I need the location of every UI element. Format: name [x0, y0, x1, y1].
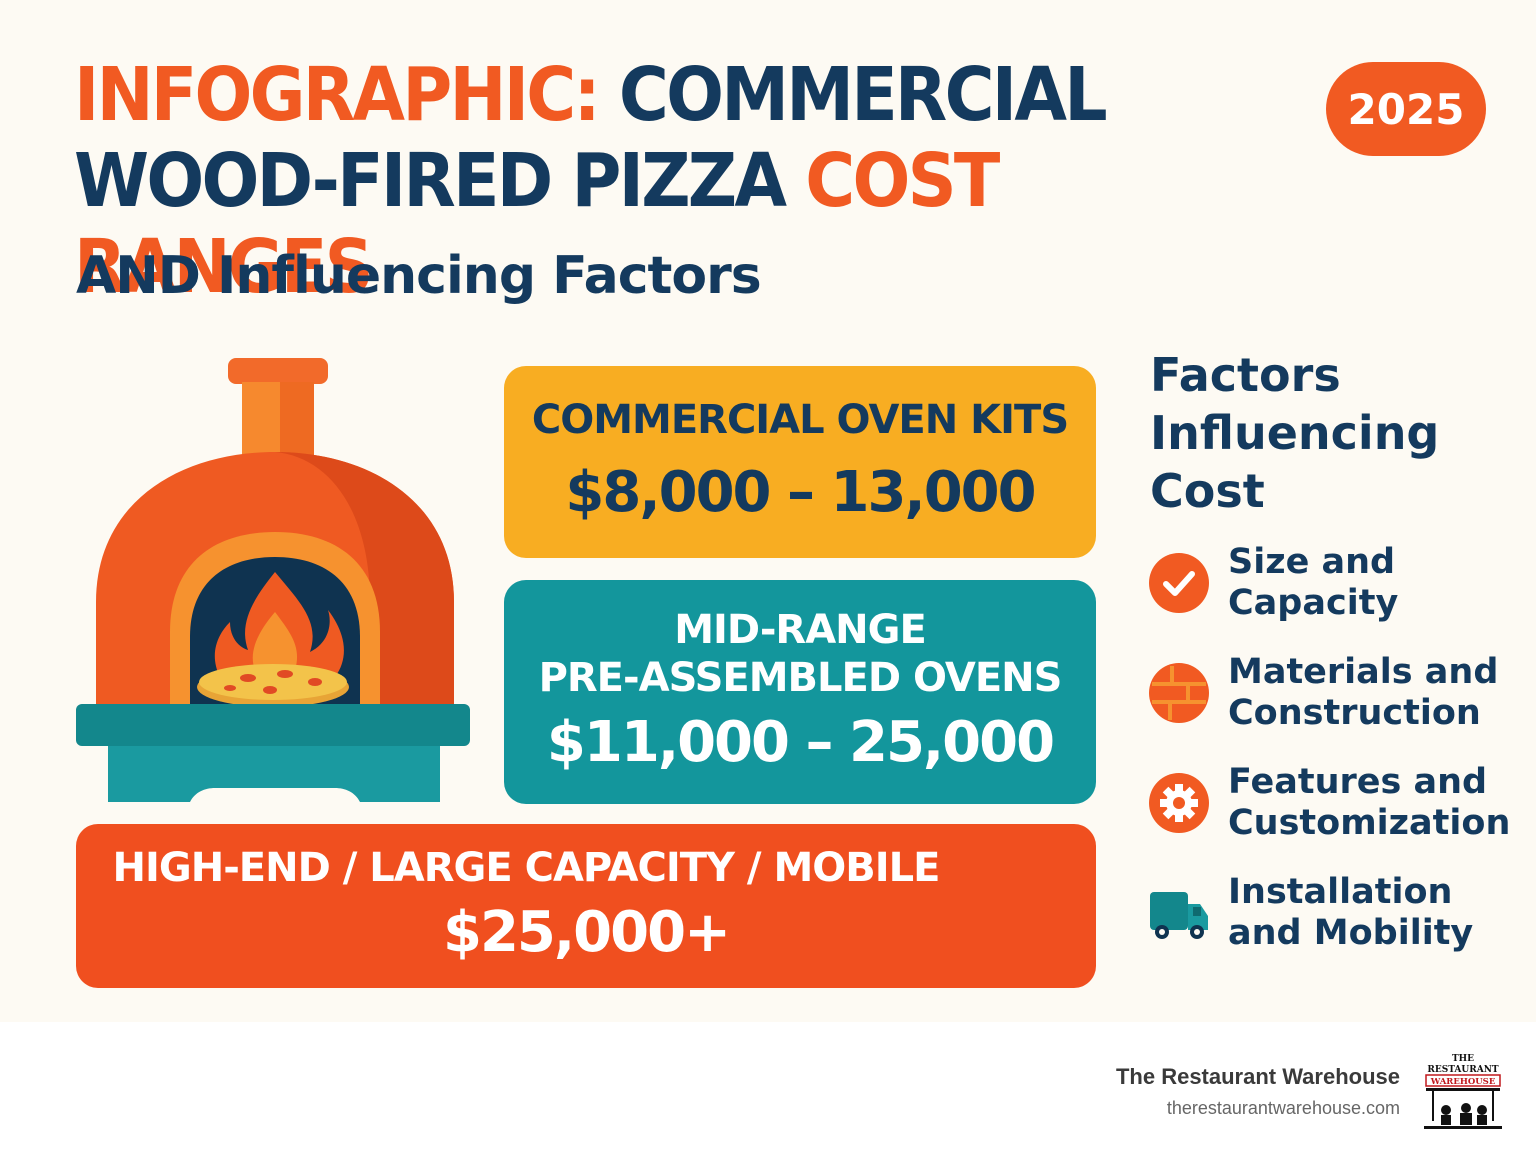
factor-item-materials: Materials and Construction: [1148, 652, 1508, 734]
brand-name: The Restaurant Warehouse: [1115, 1064, 1400, 1089]
page-title: INFOGRAPHIC: COMMERCIAL WOOD-FIRED PIZZA…: [74, 52, 1261, 310]
tier-label: COMMERCIAL OVEN KITS: [531, 397, 1069, 443]
brick-icon: [1149, 663, 1209, 723]
factor-label: Features and Customization: [1228, 762, 1511, 843]
tier-price: $8,000 – 13,000: [565, 460, 1036, 525]
title-commercial: COMMERCIAL: [597, 52, 1108, 138]
factor-label: Materials and Construction: [1228, 652, 1499, 733]
restaurant-warehouse-logo: THE RESTAURANT WAREHOUSE: [1422, 1050, 1504, 1132]
pizza-oven-icon: [76, 358, 470, 802]
tier-label: HIGH-END / LARGE CAPACITY / MOBILE: [112, 845, 941, 891]
tier-label-line2: PRE-ASSEMBLED OVENS: [538, 655, 1063, 701]
logo-text-bottom: WAREHOUSE: [1430, 1077, 1496, 1087]
truck-icon: [1150, 892, 1208, 939]
check-icon: [1149, 553, 1209, 613]
title-cost-ranges: COST RANGES: [74, 138, 1000, 310]
factor-label: Installation and Mobility: [1228, 872, 1474, 953]
factors-heading: Factors Influencing Cost: [1150, 346, 1439, 520]
tier-label-line1: MID-RANGE: [674, 607, 927, 653]
page-subtitle: AND Influencing Factors: [76, 246, 762, 306]
factor-label: Size and Capacity: [1228, 542, 1399, 623]
tier-price: $11,000 – 25,000: [546, 710, 1055, 775]
factors-heading-line: Cost: [1150, 464, 1265, 518]
factor-item-size: Size and Capacity: [1148, 542, 1508, 624]
logo-text-mid: RESTAURANT: [1427, 1065, 1499, 1075]
gear-icon: [1149, 773, 1209, 833]
tier-card-mid-range: MID-RANGE PRE-ASSEMBLED OVENS $11,000 – …: [504, 580, 1096, 804]
tier-card-high-end: HIGH-END / LARGE CAPACITY / MOBILE $25,0…: [76, 824, 1096, 988]
brand-url: therestaurantwarehouse.com: [1166, 1098, 1400, 1118]
title-infographic: INFOGRAPHIC:: [74, 52, 601, 138]
footer: [0, 1022, 1536, 1154]
factors-heading-line: Influencing: [1150, 406, 1440, 460]
factors-heading-line: Factors: [1150, 348, 1341, 402]
factor-item-installation: Installation and Mobility: [1148, 872, 1508, 954]
factor-item-features: Features and Customization: [1148, 762, 1511, 844]
logo-text-top: THE: [1452, 1054, 1474, 1064]
tier-card-kits: COMMERCIAL OVEN KITS $8,000 – 13,000: [504, 366, 1096, 558]
title-wood-fired: WOOD-FIRED PIZZA: [74, 138, 806, 224]
tier-price: $25,000+: [443, 900, 731, 965]
year-badge: 2025: [1326, 62, 1486, 156]
